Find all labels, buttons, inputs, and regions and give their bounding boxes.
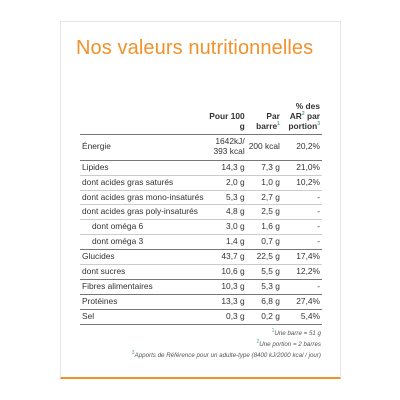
row-per-bar: 7,3 g	[246, 159, 282, 176]
row-pct: 10,2%	[281, 174, 322, 191]
header-per-bar: Par barre1	[246, 102, 282, 135]
table-row: dont acides gras poly-insaturés 4,8 g 2,5 …	[80, 204, 322, 220]
row-pct: 17,4%	[281, 249, 322, 265]
row-per-bar: 22,5 g	[246, 249, 282, 265]
row-per-bar: 2,5 g	[246, 204, 282, 220]
row-per100: 10,6 g	[205, 264, 247, 280]
row-label: dont acides gras saturés	[80, 174, 206, 191]
row-pct: -	[281, 219, 322, 235]
row-label: Fibres alimentaires	[80, 278, 206, 295]
nutrition-card: Nos valeurs nutritionnelles Pour 100 g P…	[60, 21, 341, 379]
table-row: Énergie 1642kJ/ 393 kcal 200 kcal 20,2%	[80, 134, 322, 160]
row-per-bar: 200 kcal	[248, 141, 280, 152]
table-row: dont acides gras saturés 2,0 g 1,0 g 10,2%	[80, 174, 322, 191]
header-pct: % des AR2 par portion3	[281, 101, 322, 135]
footnote-2-text: Une portion = 2 barres	[259, 341, 321, 349]
row-pct: 21,0%	[281, 159, 322, 176]
table-row: dont sucres 10,6 g 5,5 g 12,2%	[80, 264, 322, 280]
nutrition-table: Pour 100 g Par barre1 % des AR2 par port…	[80, 101, 322, 325]
table-header-row: Pour 100 g Par barre1 % des AR2 par port…	[80, 101, 322, 135]
footnote-2: 2Une portion = 2 barres	[132, 339, 321, 350]
row-per100: 14,3 g	[205, 159, 247, 176]
row-per-bar: 1,0 g	[246, 174, 282, 191]
row-per-bar: 5,3 g	[246, 278, 282, 295]
row-pct: 5,4%	[281, 308, 322, 325]
row-per100: 3,0 g	[205, 219, 247, 235]
row-label: dont sucres	[80, 264, 206, 280]
row-per-bar: 1,6 g	[246, 219, 282, 235]
header-per-bar-line2: barre	[256, 120, 278, 131]
table-row: Sel 0,3 g 0,2 g 5,4%	[80, 308, 322, 325]
row-pct: -	[281, 234, 322, 250]
row-per-bar: 0,2 g	[246, 308, 282, 325]
row-per100: 5,3 g	[205, 189, 247, 205]
header-label-col	[80, 102, 206, 135]
row-label: Glucides	[80, 249, 206, 265]
row-pct: 27,4%	[281, 293, 322, 310]
table-body: Énergie 1642kJ/ 393 kcal 200 kcal 20,2% Lipi…	[80, 134, 322, 325]
row-per-bar: 5,5 g	[246, 264, 282, 280]
row-per100: 2,0 g	[205, 174, 247, 191]
footnote-1-text: Une barre = 51 g	[274, 330, 321, 338]
header-pct-line1: % des	[295, 101, 320, 111]
row-per100: 1,4 g	[205, 234, 247, 250]
table-row: dont oméga 6 3,0 g 1,6 g-	[80, 219, 322, 235]
header-pct-sup3: 3	[317, 121, 320, 128]
footnote-1: 1Une barre = 51 g	[132, 328, 321, 339]
table-row: Lipides 14,3 g 7,3 g 21,0%	[80, 159, 322, 176]
table-row: Fibres alimentaires 10,3 g 5,3 g-	[80, 278, 322, 295]
row-label: dont acides gras mono-insaturés	[80, 189, 206, 205]
header-pct-sup: 2	[301, 111, 305, 118]
row-per100: 1642kJ/ 393 kcal	[213, 136, 245, 157]
row-per100: 4,8 g	[205, 204, 247, 220]
table-row: dont oméga 3 1,4 g 0,7 g-	[80, 234, 322, 250]
row-pct: -	[281, 278, 322, 295]
row-pct: -	[281, 204, 322, 220]
header-pct-line3: portion	[288, 120, 318, 131]
header-pct-ar: AR	[289, 110, 302, 121]
row-label: Sel	[80, 308, 206, 325]
header-pct-par: par	[304, 110, 320, 121]
row-per-bar: 6,8 g	[246, 293, 282, 310]
row-per100: 10,3 g	[205, 278, 247, 295]
row-per-bar: 2,7 g	[246, 189, 282, 205]
table-row: dont acides gras mono-insaturés 5,3 g 2,7 …	[80, 189, 322, 205]
row-per-bar: 0,7 g	[246, 234, 282, 250]
footnotes: 1Une barre = 51 g 2Une portion = 2 barre…	[132, 328, 321, 361]
header-per100-text: Pour 100 g	[209, 110, 245, 131]
footnote-2-marker: 2	[256, 339, 260, 346]
card-title: Nos valeurs nutritionnelles	[76, 37, 314, 59]
row-pct: -	[281, 189, 322, 205]
header-per100: Pour 100 g	[205, 102, 247, 135]
footnote-1-marker: 1	[271, 328, 275, 334]
row-label: Lipides	[80, 159, 206, 176]
row-label: dont oméga 3	[80, 234, 206, 250]
row-label: dont oméga 6	[80, 219, 206, 235]
row-pct: 20,2%	[296, 141, 320, 152]
footnote-3-marker: 3	[131, 350, 135, 357]
table-row: Glucides 43,7 g 22,5 g 17,4%	[80, 249, 322, 265]
row-label: Protéines	[80, 293, 206, 310]
row-per100: 0,3 g	[205, 308, 247, 325]
footnote-3: 3Apports de Référence pour un adulte-typ…	[132, 350, 321, 361]
table-row: Protéines 13,3 g 6,8 g 27,4%	[80, 293, 322, 310]
row-pct: 12,2%	[281, 264, 322, 280]
row-label: Énergie	[82, 141, 111, 152]
header-per-bar-line1: Par	[266, 110, 280, 121]
row-per100: 13,3 g	[205, 293, 247, 310]
footnote-3-text: Apports de Référence pour un adulte-type…	[134, 352, 321, 360]
row-label: dont acides gras poly-insaturés	[80, 204, 206, 220]
header-per-bar-sup: 1	[277, 121, 280, 128]
row-per100: 43,7 g	[205, 249, 247, 265]
